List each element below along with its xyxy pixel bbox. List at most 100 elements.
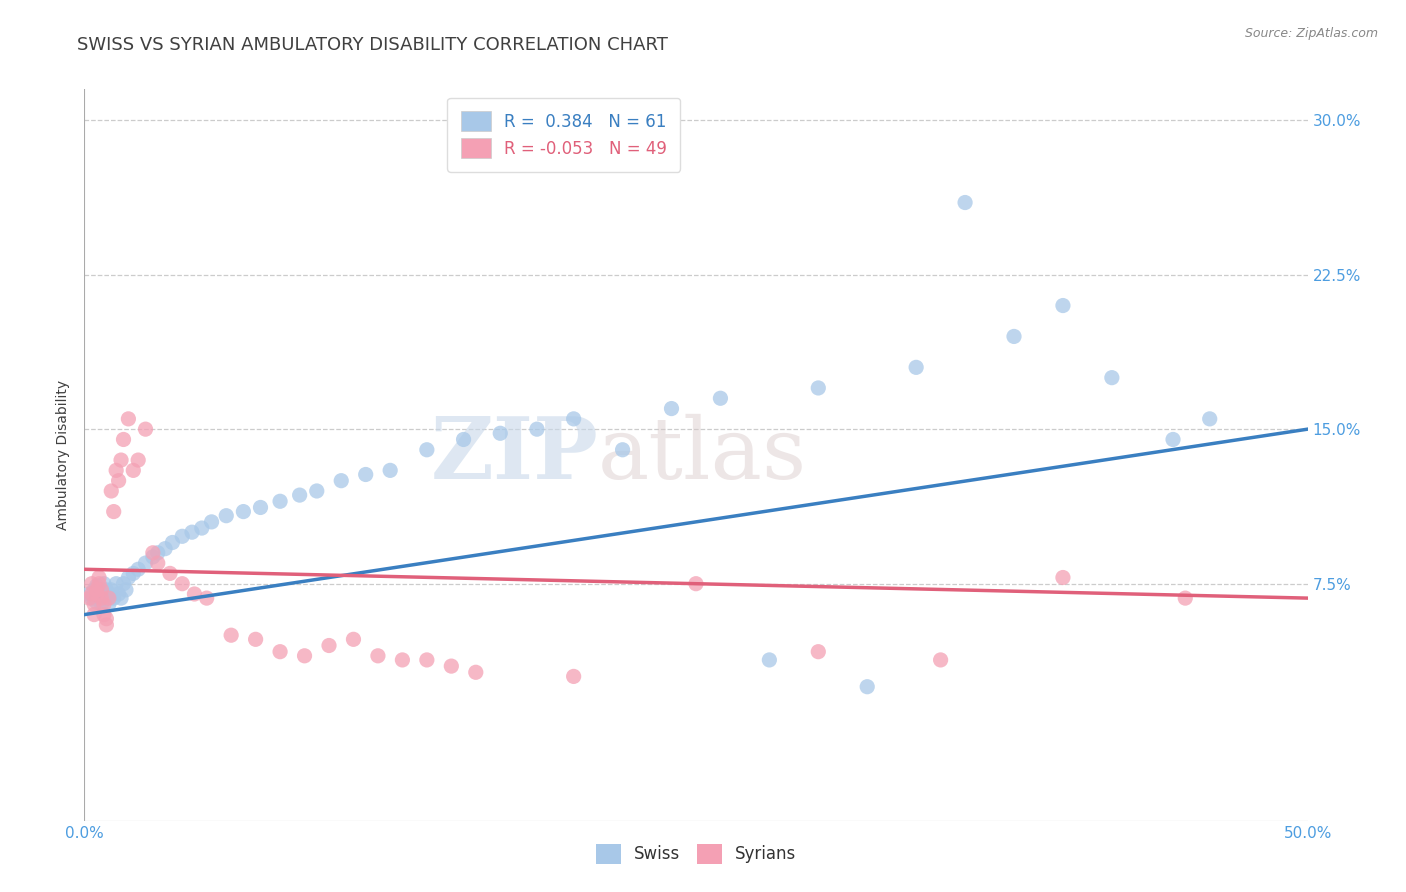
Point	[87, 576, 110, 591]
Point	[107, 474, 129, 488]
Point	[135, 556, 157, 570]
Legend: Swiss, Syrians: Swiss, Syrians	[589, 838, 803, 871]
Point	[127, 453, 149, 467]
Point	[489, 426, 512, 441]
Point	[142, 549, 165, 564]
Point	[105, 463, 128, 477]
Point	[191, 521, 214, 535]
Point	[294, 648, 316, 663]
Point	[269, 494, 291, 508]
Point	[562, 412, 585, 426]
Point	[97, 587, 120, 601]
Point	[115, 582, 138, 597]
Point	[80, 587, 103, 601]
Point	[391, 653, 413, 667]
Point	[122, 463, 145, 477]
Point	[110, 453, 132, 467]
Point	[93, 597, 115, 611]
Point	[96, 612, 118, 626]
Point	[87, 587, 110, 601]
Point	[162, 535, 184, 549]
Point	[232, 505, 254, 519]
Point	[342, 632, 364, 647]
Point	[758, 653, 780, 667]
Point	[905, 360, 928, 375]
Point	[117, 570, 139, 584]
Point	[110, 591, 132, 606]
Y-axis label: Ambulatory Disability: Ambulatory Disability	[56, 380, 70, 530]
Point	[127, 562, 149, 576]
Point	[100, 582, 122, 597]
Point	[96, 582, 118, 597]
Point	[107, 587, 129, 601]
Text: atlas: atlas	[598, 413, 807, 497]
Point	[269, 645, 291, 659]
Point	[86, 579, 108, 593]
Point	[367, 648, 389, 663]
Text: SWISS VS SYRIAN AMBULATORY DISABILITY CORRELATION CHART: SWISS VS SYRIAN AMBULATORY DISABILITY CO…	[77, 36, 668, 54]
Point	[354, 467, 377, 482]
Point	[612, 442, 634, 457]
Point	[661, 401, 683, 416]
Point	[181, 525, 204, 540]
Point	[97, 597, 120, 611]
Point	[90, 591, 112, 606]
Point	[135, 422, 157, 436]
Text: Source: ZipAtlas.com: Source: ZipAtlas.com	[1244, 27, 1378, 40]
Point	[87, 582, 110, 597]
Point	[90, 582, 112, 597]
Point	[77, 591, 100, 606]
Point	[153, 541, 176, 556]
Point	[709, 391, 731, 405]
Point	[526, 422, 548, 436]
Point	[159, 566, 181, 581]
Point	[1101, 370, 1123, 384]
Point	[1052, 570, 1074, 584]
Point	[86, 587, 108, 601]
Point	[453, 433, 475, 447]
Point	[112, 433, 135, 447]
Point	[1198, 412, 1220, 426]
Point	[100, 483, 122, 498]
Point	[1174, 591, 1197, 606]
Point	[1052, 299, 1074, 313]
Point	[929, 653, 952, 667]
Point	[77, 587, 100, 601]
Point	[172, 576, 194, 591]
Point	[93, 587, 115, 601]
Point	[249, 500, 271, 515]
Point	[103, 591, 125, 606]
Point	[83, 597, 105, 611]
Point	[562, 669, 585, 683]
Point	[86, 582, 108, 597]
Point	[219, 628, 242, 642]
Point	[80, 576, 103, 591]
Point	[305, 483, 328, 498]
Point	[440, 659, 463, 673]
Point	[1002, 329, 1025, 343]
Point	[416, 442, 439, 457]
Point	[172, 529, 194, 543]
Point	[93, 607, 115, 622]
Point	[807, 645, 830, 659]
Point	[856, 680, 879, 694]
Point	[142, 546, 165, 560]
Point	[83, 607, 105, 622]
Point	[685, 576, 707, 591]
Point	[90, 591, 112, 606]
Point	[122, 566, 145, 581]
Point	[87, 570, 110, 584]
Point	[183, 587, 205, 601]
Point	[105, 576, 128, 591]
Point	[112, 576, 135, 591]
Point	[330, 474, 353, 488]
Point	[146, 546, 169, 560]
Point	[288, 488, 311, 502]
Point	[464, 665, 486, 680]
Point	[96, 591, 118, 606]
Point	[1161, 433, 1184, 447]
Point	[103, 505, 125, 519]
Point	[245, 632, 267, 647]
Point	[215, 508, 238, 523]
Point	[953, 195, 976, 210]
